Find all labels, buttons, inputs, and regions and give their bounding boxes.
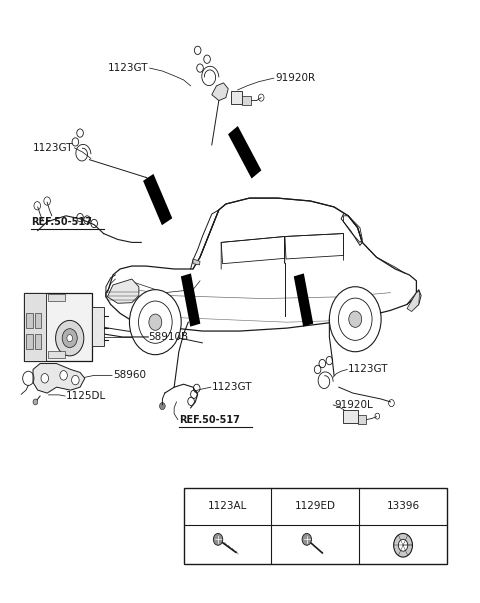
Text: 1129ED: 1129ED — [295, 501, 336, 511]
Circle shape — [329, 286, 381, 352]
Bar — [26, 314, 33, 328]
Polygon shape — [181, 273, 200, 327]
Text: 1125DL: 1125DL — [66, 391, 106, 401]
Bar — [230, 90, 242, 104]
Circle shape — [159, 403, 165, 409]
Circle shape — [213, 534, 223, 545]
Polygon shape — [108, 279, 139, 303]
Circle shape — [41, 374, 48, 383]
Text: REF.50-517: REF.50-517 — [179, 415, 240, 425]
Bar — [358, 415, 366, 425]
Text: 91920L: 91920L — [334, 400, 373, 410]
Polygon shape — [193, 259, 200, 265]
Text: 13396: 13396 — [386, 501, 420, 511]
Bar — [183, 488, 447, 564]
Circle shape — [302, 534, 312, 545]
Polygon shape — [407, 291, 420, 312]
Text: 58910B: 58910B — [148, 332, 188, 342]
Bar — [48, 350, 64, 358]
Circle shape — [130, 289, 181, 355]
Bar — [48, 294, 64, 302]
Bar — [92, 308, 104, 346]
Text: 1123AL: 1123AL — [208, 501, 247, 511]
Bar — [35, 334, 41, 349]
Circle shape — [394, 534, 412, 557]
Polygon shape — [212, 83, 228, 101]
Polygon shape — [228, 126, 261, 178]
Polygon shape — [294, 273, 313, 327]
Text: 58960: 58960 — [113, 370, 146, 380]
Circle shape — [60, 371, 67, 380]
Circle shape — [33, 399, 38, 405]
Bar — [24, 292, 46, 361]
Text: 91920R: 91920R — [275, 73, 315, 83]
Bar — [344, 409, 358, 423]
Bar — [35, 314, 41, 328]
Polygon shape — [33, 364, 85, 393]
Text: 1123GT: 1123GT — [348, 364, 389, 374]
Bar — [24, 292, 92, 361]
Bar — [242, 96, 251, 106]
Circle shape — [149, 314, 162, 330]
Circle shape — [67, 335, 72, 342]
Text: 1123GT: 1123GT — [33, 143, 73, 153]
Circle shape — [349, 311, 362, 327]
Circle shape — [148, 177, 154, 184]
Text: 1123GT: 1123GT — [212, 382, 252, 392]
Circle shape — [72, 375, 79, 385]
Text: REF.50-517: REF.50-517 — [31, 216, 92, 227]
Text: 1123GT: 1123GT — [108, 63, 148, 73]
Circle shape — [56, 320, 84, 356]
Circle shape — [398, 539, 408, 551]
Bar — [26, 334, 33, 349]
Circle shape — [62, 329, 77, 347]
Polygon shape — [143, 174, 172, 225]
